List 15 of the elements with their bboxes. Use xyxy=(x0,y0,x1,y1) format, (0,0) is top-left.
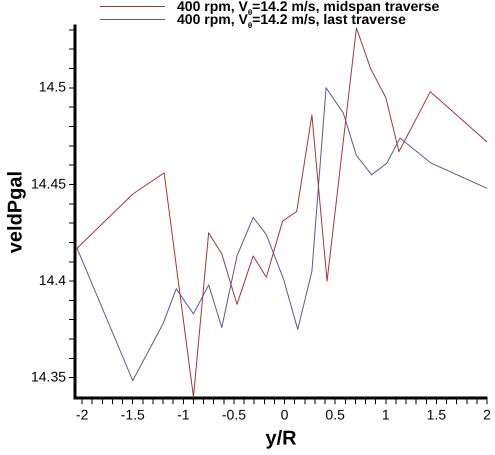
x-tick-label: -1.5 xyxy=(120,406,146,422)
y-tick-label: 14.35 xyxy=(30,368,66,385)
x-axis-title: y/R xyxy=(265,428,298,450)
y-axis-title: veldPgal xyxy=(4,170,27,254)
x-tick-label: 1 xyxy=(382,406,390,422)
x-tick-label: 0 xyxy=(280,406,289,422)
x-tick-label: -1 xyxy=(177,406,190,422)
x-tick-label: -2 xyxy=(76,406,89,422)
y-tick-label: 14.5 xyxy=(38,78,66,95)
y-tick-label: 14.4 xyxy=(38,272,66,288)
x-tick-label: 0.5 xyxy=(325,406,346,422)
x-tick-label: 1.5 xyxy=(426,406,446,422)
x-tick-label: -0.5 xyxy=(222,406,246,422)
x-tick-label: 2 xyxy=(483,406,492,422)
y-tick-label: 14.45 xyxy=(30,175,66,192)
